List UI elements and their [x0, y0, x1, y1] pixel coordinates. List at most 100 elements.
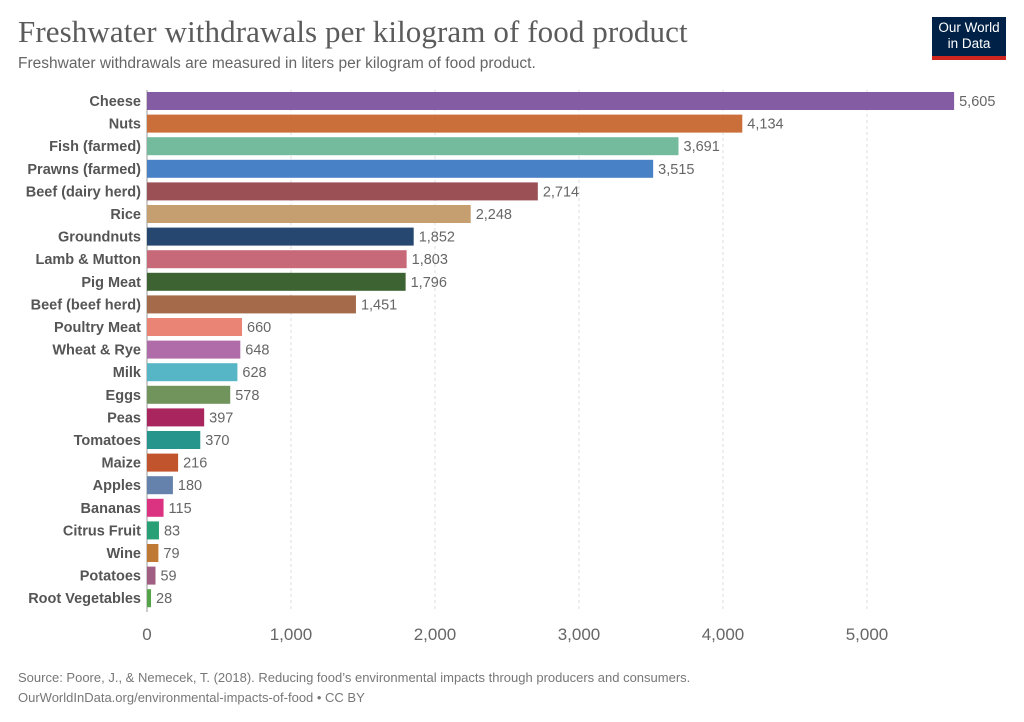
category-label: Milk: [113, 365, 142, 381]
value-label: 2,248: [476, 207, 512, 223]
bar-row[interactable]: Poultry Meat 660: [54, 318, 271, 336]
bar[interactable]: [147, 250, 407, 269]
value-label: 578: [235, 388, 259, 404]
value-label: 3,515: [658, 162, 694, 178]
owid-logo[interactable]: Our World in Data: [932, 17, 1006, 60]
bar[interactable]: [147, 227, 414, 246]
bar[interactable]: [147, 159, 654, 178]
category-label: Rice: [110, 207, 141, 223]
bar-row[interactable]: Milk 628: [113, 363, 267, 382]
bar-row[interactable]: Groundnuts 1,852: [58, 227, 455, 246]
value-label: 79: [163, 546, 179, 562]
bar[interactable]: [147, 182, 538, 201]
category-label: Potatoes: [80, 569, 141, 585]
value-label: 216: [183, 456, 207, 472]
bar[interactable]: [147, 114, 743, 133]
x-tick-label: 5,000: [846, 625, 889, 644]
category-label: Tomatoes: [74, 433, 141, 449]
bar-row[interactable]: Root Vegetables 28: [28, 589, 172, 608]
category-label: Bananas: [81, 501, 141, 517]
category-label: Wheat & Rye: [52, 343, 141, 359]
category-label: Maize: [102, 456, 142, 472]
bar-row[interactable]: Potatoes 59: [80, 566, 177, 585]
value-label: 397: [209, 410, 233, 426]
bar-row[interactable]: Cheese 5,605: [89, 92, 995, 110]
bar[interactable]: [147, 408, 205, 427]
bar[interactable]: [147, 476, 173, 495]
logo-line-1: Our World: [938, 20, 1000, 35]
category-label: Nuts: [109, 117, 141, 133]
value-label: 115: [169, 501, 192, 517]
bar[interactable]: [147, 205, 471, 223]
value-label: 3,691: [684, 139, 720, 155]
bar-row[interactable]: Maize 216: [102, 453, 208, 472]
bar-row[interactable]: Peas 397: [107, 408, 233, 427]
logo-line-2: in Data: [947, 36, 991, 51]
bar[interactable]: [147, 318, 243, 336]
bar[interactable]: [147, 92, 955, 110]
bar-row[interactable]: Bananas 115: [81, 498, 192, 517]
value-label: 1,451: [361, 297, 397, 313]
bar[interactable]: [147, 295, 356, 314]
value-label: 83: [164, 523, 180, 539]
bar[interactable]: [147, 272, 406, 291]
footer: Source: Poore, J., & Nemecek, T. (2018).…: [18, 668, 690, 708]
category-label: Peas: [107, 410, 141, 426]
bar-row[interactable]: Tomatoes 370: [74, 431, 230, 449]
bar-row[interactable]: Pig Meat 1,796: [81, 272, 447, 291]
bar[interactable]: [147, 544, 159, 562]
bar-row[interactable]: Nuts 4,134: [109, 114, 784, 133]
chart-title: Freshwater withdrawals per kilogram of f…: [18, 14, 688, 49]
chart-subtitle: Freshwater withdrawals are measured in l…: [18, 55, 536, 72]
value-label: 370: [205, 433, 229, 449]
bar-row[interactable]: Wine 79: [106, 544, 180, 562]
bar-row[interactable]: Prawns (farmed) 3,515: [27, 159, 694, 178]
bar-row[interactable]: Eggs 578: [106, 385, 260, 404]
bar[interactable]: [147, 566, 156, 585]
bar[interactable]: [147, 431, 201, 449]
x-tick-label: 3,000: [558, 625, 601, 644]
value-label: 180: [178, 478, 202, 494]
category-label: Poultry Meat: [54, 320, 141, 336]
bar[interactable]: [147, 340, 241, 359]
x-tick-label: 2,000: [414, 625, 457, 644]
bar[interactable]: [147, 363, 238, 382]
category-label: Cheese: [89, 94, 141, 110]
category-label: Beef (beef herd): [31, 297, 142, 313]
category-label: Apples: [93, 478, 141, 494]
source-url[interactable]: OurWorldInData.org/environmental-impacts…: [18, 690, 365, 705]
bar-row[interactable]: Fish (farmed) 3,691: [49, 137, 720, 156]
bar-row[interactable]: Beef (beef herd) 1,451: [31, 295, 398, 314]
category-label: Pig Meat: [81, 275, 141, 291]
bar[interactable]: [147, 453, 179, 472]
bar[interactable]: [147, 589, 152, 608]
bar-row[interactable]: Citrus Fruit 83: [63, 521, 180, 540]
bar-row[interactable]: Beef (dairy herd) 2,714: [26, 182, 579, 201]
value-label: 1,796: [411, 275, 447, 291]
value-label: 4,134: [747, 117, 783, 133]
source-note: Source: Poore, J., & Nemecek, T. (2018).…: [18, 670, 691, 685]
bar-row[interactable]: Apples 180: [93, 476, 202, 495]
bar-row[interactable]: Lamb & Mutton 1,803: [35, 250, 448, 269]
value-label: 1,852: [419, 230, 455, 246]
bar-row[interactable]: Wheat & Rye 648: [52, 340, 270, 359]
value-label: 628: [242, 365, 266, 381]
bar[interactable]: [147, 137, 679, 156]
category-label: Eggs: [106, 388, 141, 404]
bar[interactable]: [147, 385, 231, 404]
x-axis-ticks: 0 1,000 2,000 3,000 4,000 5,000: [142, 625, 888, 644]
category-label: Prawns (farmed): [27, 162, 141, 178]
value-label: 1,803: [412, 252, 448, 268]
category-label: Lamb & Mutton: [35, 252, 141, 268]
value-label: 648: [245, 343, 269, 359]
bar-row[interactable]: Rice 2,248: [110, 205, 512, 223]
value-label: 5,605: [959, 94, 995, 110]
category-label: Wine: [106, 546, 141, 562]
bar[interactable]: [147, 498, 164, 517]
category-label: Citrus Fruit: [63, 523, 141, 539]
logo-accent-bar: [932, 56, 1006, 60]
x-tick-label: 0: [142, 625, 151, 644]
bar[interactable]: [147, 521, 159, 540]
x-tick-label: 1,000: [270, 625, 313, 644]
category-label: Beef (dairy herd): [26, 184, 141, 200]
